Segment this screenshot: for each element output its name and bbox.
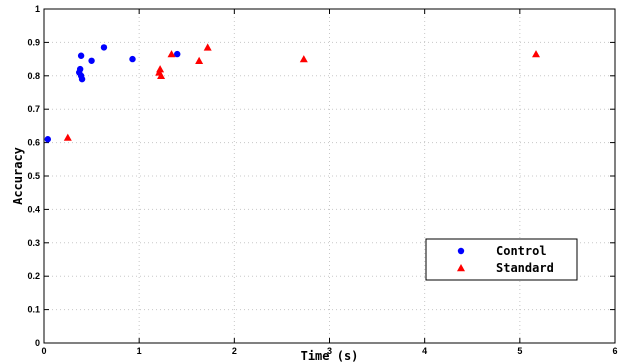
control-point	[88, 57, 95, 64]
standard-point	[63, 133, 72, 141]
control-point	[174, 50, 181, 58]
control-point	[44, 136, 52, 143]
legend-control-label: Control	[496, 244, 547, 258]
legend-control-marker	[457, 247, 465, 255]
standard-point	[203, 43, 212, 51]
y-tick-label: 1	[35, 4, 40, 14]
standard-point	[195, 56, 204, 64]
data-points	[44, 43, 541, 143]
legend: Control Standard	[425, 238, 578, 281]
x-tick-label: 4	[422, 346, 427, 356]
control-point	[76, 65, 84, 73]
legend-standard-marker	[457, 264, 465, 272]
x-tick-label: 5	[517, 346, 522, 356]
x-tick-label: 2	[232, 346, 237, 356]
x-tick-label: 3	[327, 346, 332, 356]
axes-layer	[43, 8, 616, 344]
x-axis-label: Time (s)	[301, 349, 359, 363]
y-tick-label: 0.4	[27, 204, 40, 214]
standard-point	[167, 50, 176, 58]
standard-point	[157, 71, 166, 79]
y-tick-label: 0.1	[27, 305, 40, 315]
control-point	[77, 52, 85, 59]
legend-standard-label: Standard	[496, 261, 554, 275]
standard-point	[532, 50, 541, 58]
legend-box	[425, 238, 578, 281]
standard-point	[299, 55, 308, 63]
y-tick-label: 0.2	[27, 271, 40, 281]
y-tick-label: 0.3	[27, 238, 40, 248]
y-tick-label: 0.9	[27, 37, 40, 47]
plot-frame	[43, 8, 616, 344]
y-axis-label: Accuracy	[11, 147, 25, 205]
control-point	[78, 75, 86, 83]
x-tick-label: 6	[612, 346, 617, 356]
y-tick-label: 0.5	[27, 171, 40, 181]
tick-labels: 0 1 2 3 4 5 6 0 0.1 0.2 0.3 0.4 0.5 0.6 0.7 0.8 0.9 1	[27, 4, 617, 356]
y-tick-label: 0	[35, 338, 40, 348]
x-tick-label: 0	[41, 346, 46, 356]
control-point	[100, 44, 108, 51]
y-tick-label: 0.6	[27, 138, 40, 148]
standard-point	[156, 65, 165, 73]
x-tick-label: 1	[137, 346, 142, 356]
control-point	[129, 55, 136, 63]
y-tick-label: 0.8	[27, 71, 40, 81]
y-tick-label: 0.7	[27, 104, 40, 114]
